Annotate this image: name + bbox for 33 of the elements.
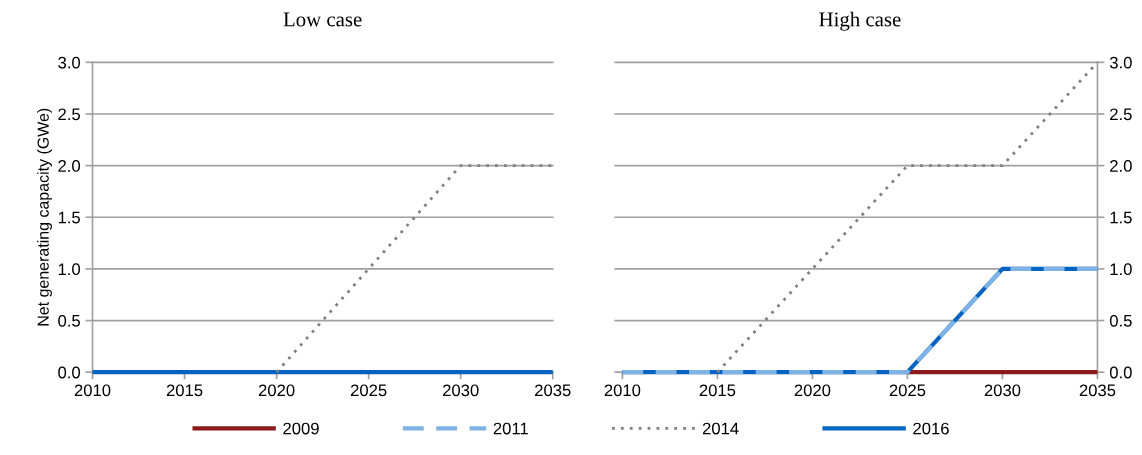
y-tick-label: 2.5 — [58, 108, 80, 121]
y2-tick-label: 1.0 — [1110, 263, 1132, 276]
x-tick-label: 2015 — [166, 384, 203, 397]
y-tick-label: 0.0 — [58, 366, 81, 379]
y2-tick-label: 1.5 — [1110, 211, 1132, 224]
y-tick-label: 1.0 — [58, 263, 81, 276]
x-tick-label: 2010 — [604, 384, 641, 397]
x-tick-label: 2010 — [74, 384, 111, 397]
x-tick-label: 2020 — [258, 384, 295, 397]
legend-label: 2016 — [913, 422, 949, 435]
legend-label: 2009 — [283, 422, 319, 435]
y2-tick-label: 0.5 — [1109, 314, 1132, 327]
x-tick-label: 2035 — [535, 384, 571, 397]
y-axis-title: Net generating capacity (GWe) — [37, 108, 52, 326]
x-tick-label: 2035 — [1079, 384, 1116, 397]
chart-title: Low case — [283, 12, 362, 27]
x-tick-label: 2015 — [699, 384, 736, 397]
y2-tick-label: 3.0 — [1109, 56, 1132, 69]
y-tick-label: 3.0 — [58, 56, 81, 69]
y-tick-label: 0.5 — [58, 314, 80, 327]
x-tick-label: 2025 — [350, 384, 387, 397]
y2-tick-label: 2.5 — [1110, 108, 1132, 121]
legend-label: 2014 — [702, 422, 739, 435]
y2-tick-label: 0.0 — [1109, 366, 1132, 379]
y2-tick-label: 2.0 — [1110, 160, 1132, 172]
y-tick-label: 1.5 — [58, 211, 80, 224]
legend-label: 2011 — [493, 422, 528, 435]
y-tick-label: 2.0 — [58, 160, 81, 172]
x-tick-label: 2030 — [442, 384, 479, 397]
chart-title: High case — [819, 11, 901, 31]
x-tick-label: 2020 — [794, 384, 831, 397]
x-tick-label: 2030 — [984, 384, 1021, 397]
x-tick-label: 2025 — [889, 384, 926, 397]
